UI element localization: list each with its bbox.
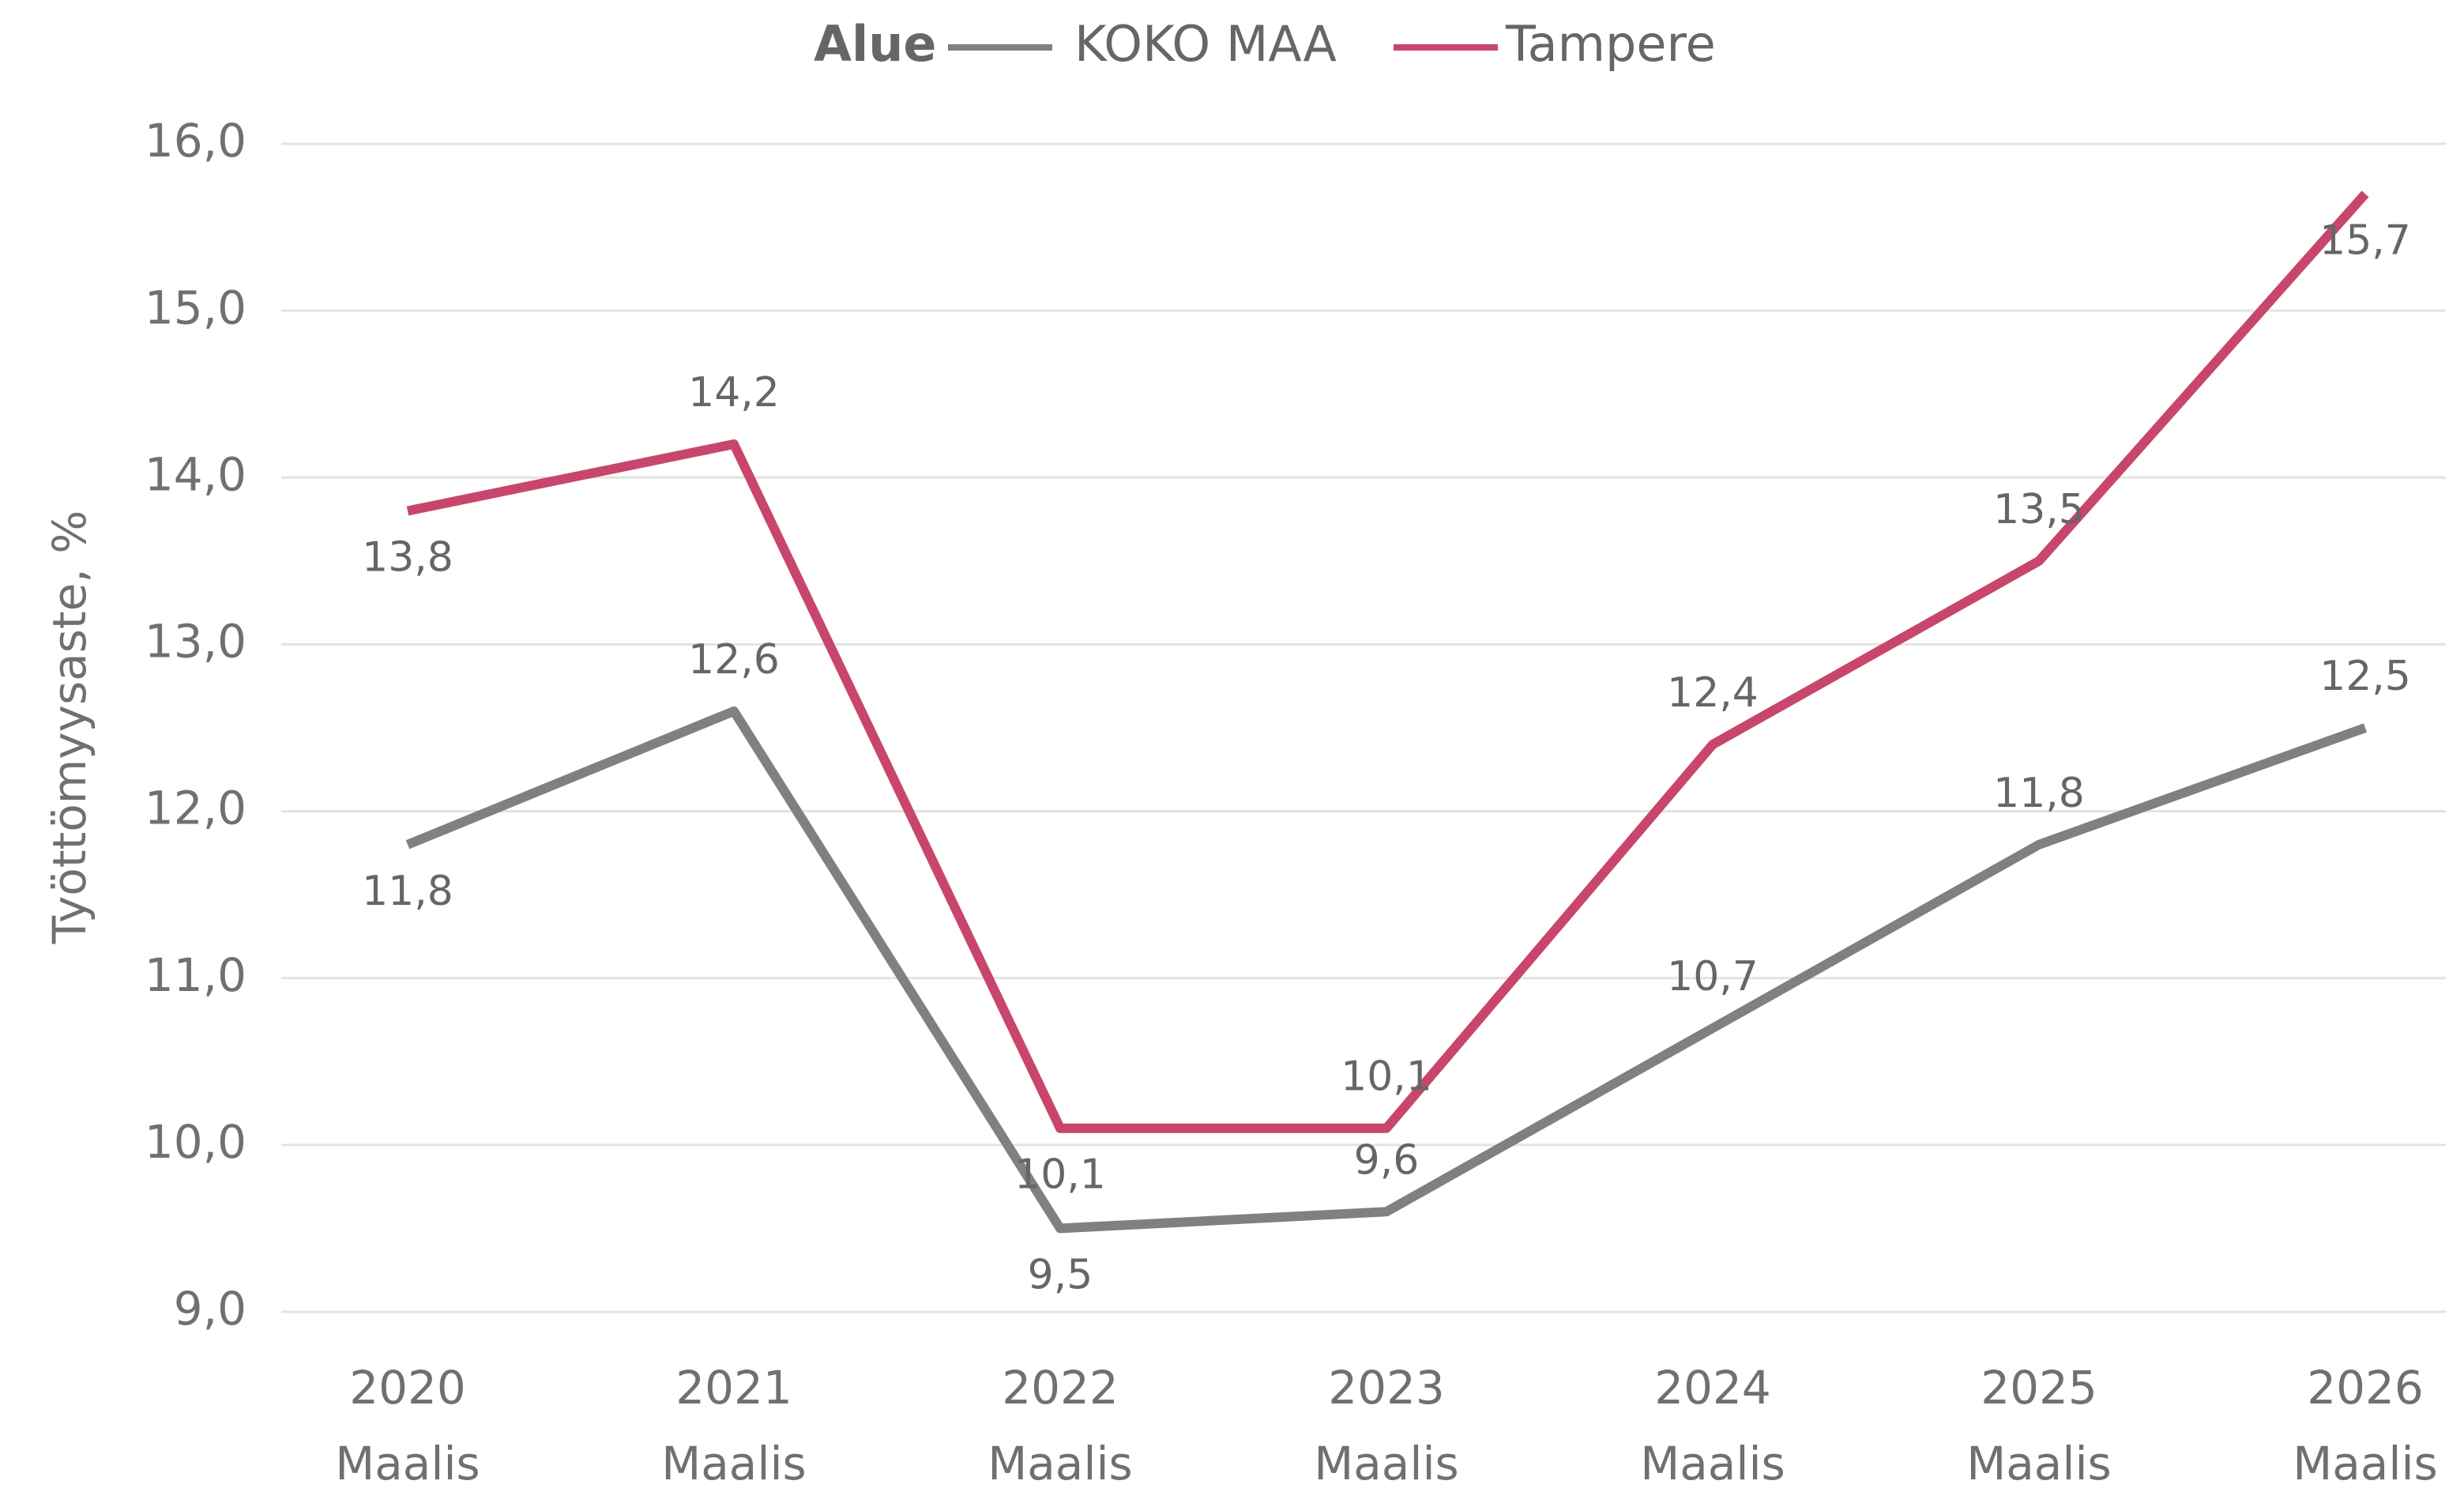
- y-tick-label: 11,0: [145, 948, 246, 1002]
- x-tick-label: 2024 Maalis: [1640, 1361, 1785, 1490]
- x-tick-label: 2020 Maalis: [335, 1361, 480, 1490]
- legend-label: Tampere: [1505, 15, 1716, 73]
- y-axis-title: Työttömyysaste, %: [43, 511, 96, 945]
- y-tick-label: 14,0: [145, 447, 246, 501]
- x-tick-line: Maalis: [1314, 1437, 1459, 1490]
- data-label: 12,4: [1667, 669, 1759, 717]
- data-label: 11,8: [362, 868, 453, 915]
- x-tick-line: 2026: [2307, 1361, 2424, 1415]
- y-tick-label: 12,0: [145, 782, 246, 835]
- x-tick-line: Maalis: [335, 1437, 480, 1490]
- data-label: 9,5: [1028, 1251, 1093, 1298]
- data-label: 14,2: [688, 369, 780, 416]
- data-label: 13,8: [362, 534, 453, 582]
- x-tick-line: 2023: [1328, 1361, 1445, 1415]
- data-label: 10,7: [1667, 953, 1759, 1000]
- data-label: 12,6: [688, 636, 780, 684]
- y-tick-label: 9,0: [174, 1282, 246, 1336]
- series-line: [406, 190, 2369, 1133]
- x-tick-line: 2022: [1002, 1361, 1119, 1415]
- y-tick-label: 15,0: [145, 281, 246, 334]
- x-tick-line: 2025: [1981, 1361, 2097, 1415]
- data-label: 13,5: [1993, 486, 2085, 533]
- x-tick-label: 2023 Maalis: [1314, 1361, 1459, 1490]
- data-label: 12,5: [2319, 653, 2411, 700]
- x-tick-line: Maalis: [987, 1437, 1133, 1490]
- x-tick-label: 2025 Maalis: [1966, 1361, 2112, 1490]
- x-tick-label: 2026 Maalis: [2293, 1361, 2438, 1490]
- y-tick-label: 16,0: [145, 114, 246, 168]
- x-tick-line: 2024: [1654, 1361, 1771, 1415]
- x-tick-line: Maalis: [1640, 1437, 1785, 1490]
- data-label: 10,1: [1341, 1053, 1432, 1101]
- x-tick-line: 2021: [675, 1361, 792, 1415]
- x-tick-label: 2021 Maalis: [661, 1361, 807, 1490]
- legend-label: KOKO MAA: [1074, 15, 1337, 73]
- legend: Alue KOKO MAA Tampere: [814, 15, 1716, 73]
- data-label: 15,7: [2319, 217, 2411, 264]
- y-tick-label: 10,0: [145, 1115, 246, 1169]
- data-label: 9,6: [1354, 1136, 1420, 1184]
- series-line: [405, 706, 2368, 1234]
- x-tick-label: 2022 Maalis: [987, 1361, 1133, 1490]
- data-label: 10,1: [1014, 1151, 1106, 1199]
- x-tick-line: Maalis: [661, 1437, 807, 1490]
- x-tick-line: 2020: [349, 1361, 466, 1415]
- legend-title: Alue: [814, 15, 936, 73]
- y-tick-label: 13,0: [145, 615, 246, 669]
- x-tick-line: Maalis: [2293, 1437, 2438, 1490]
- x-tick-line: Maalis: [1966, 1437, 2112, 1490]
- data-label: 11,8: [1993, 770, 2085, 817]
